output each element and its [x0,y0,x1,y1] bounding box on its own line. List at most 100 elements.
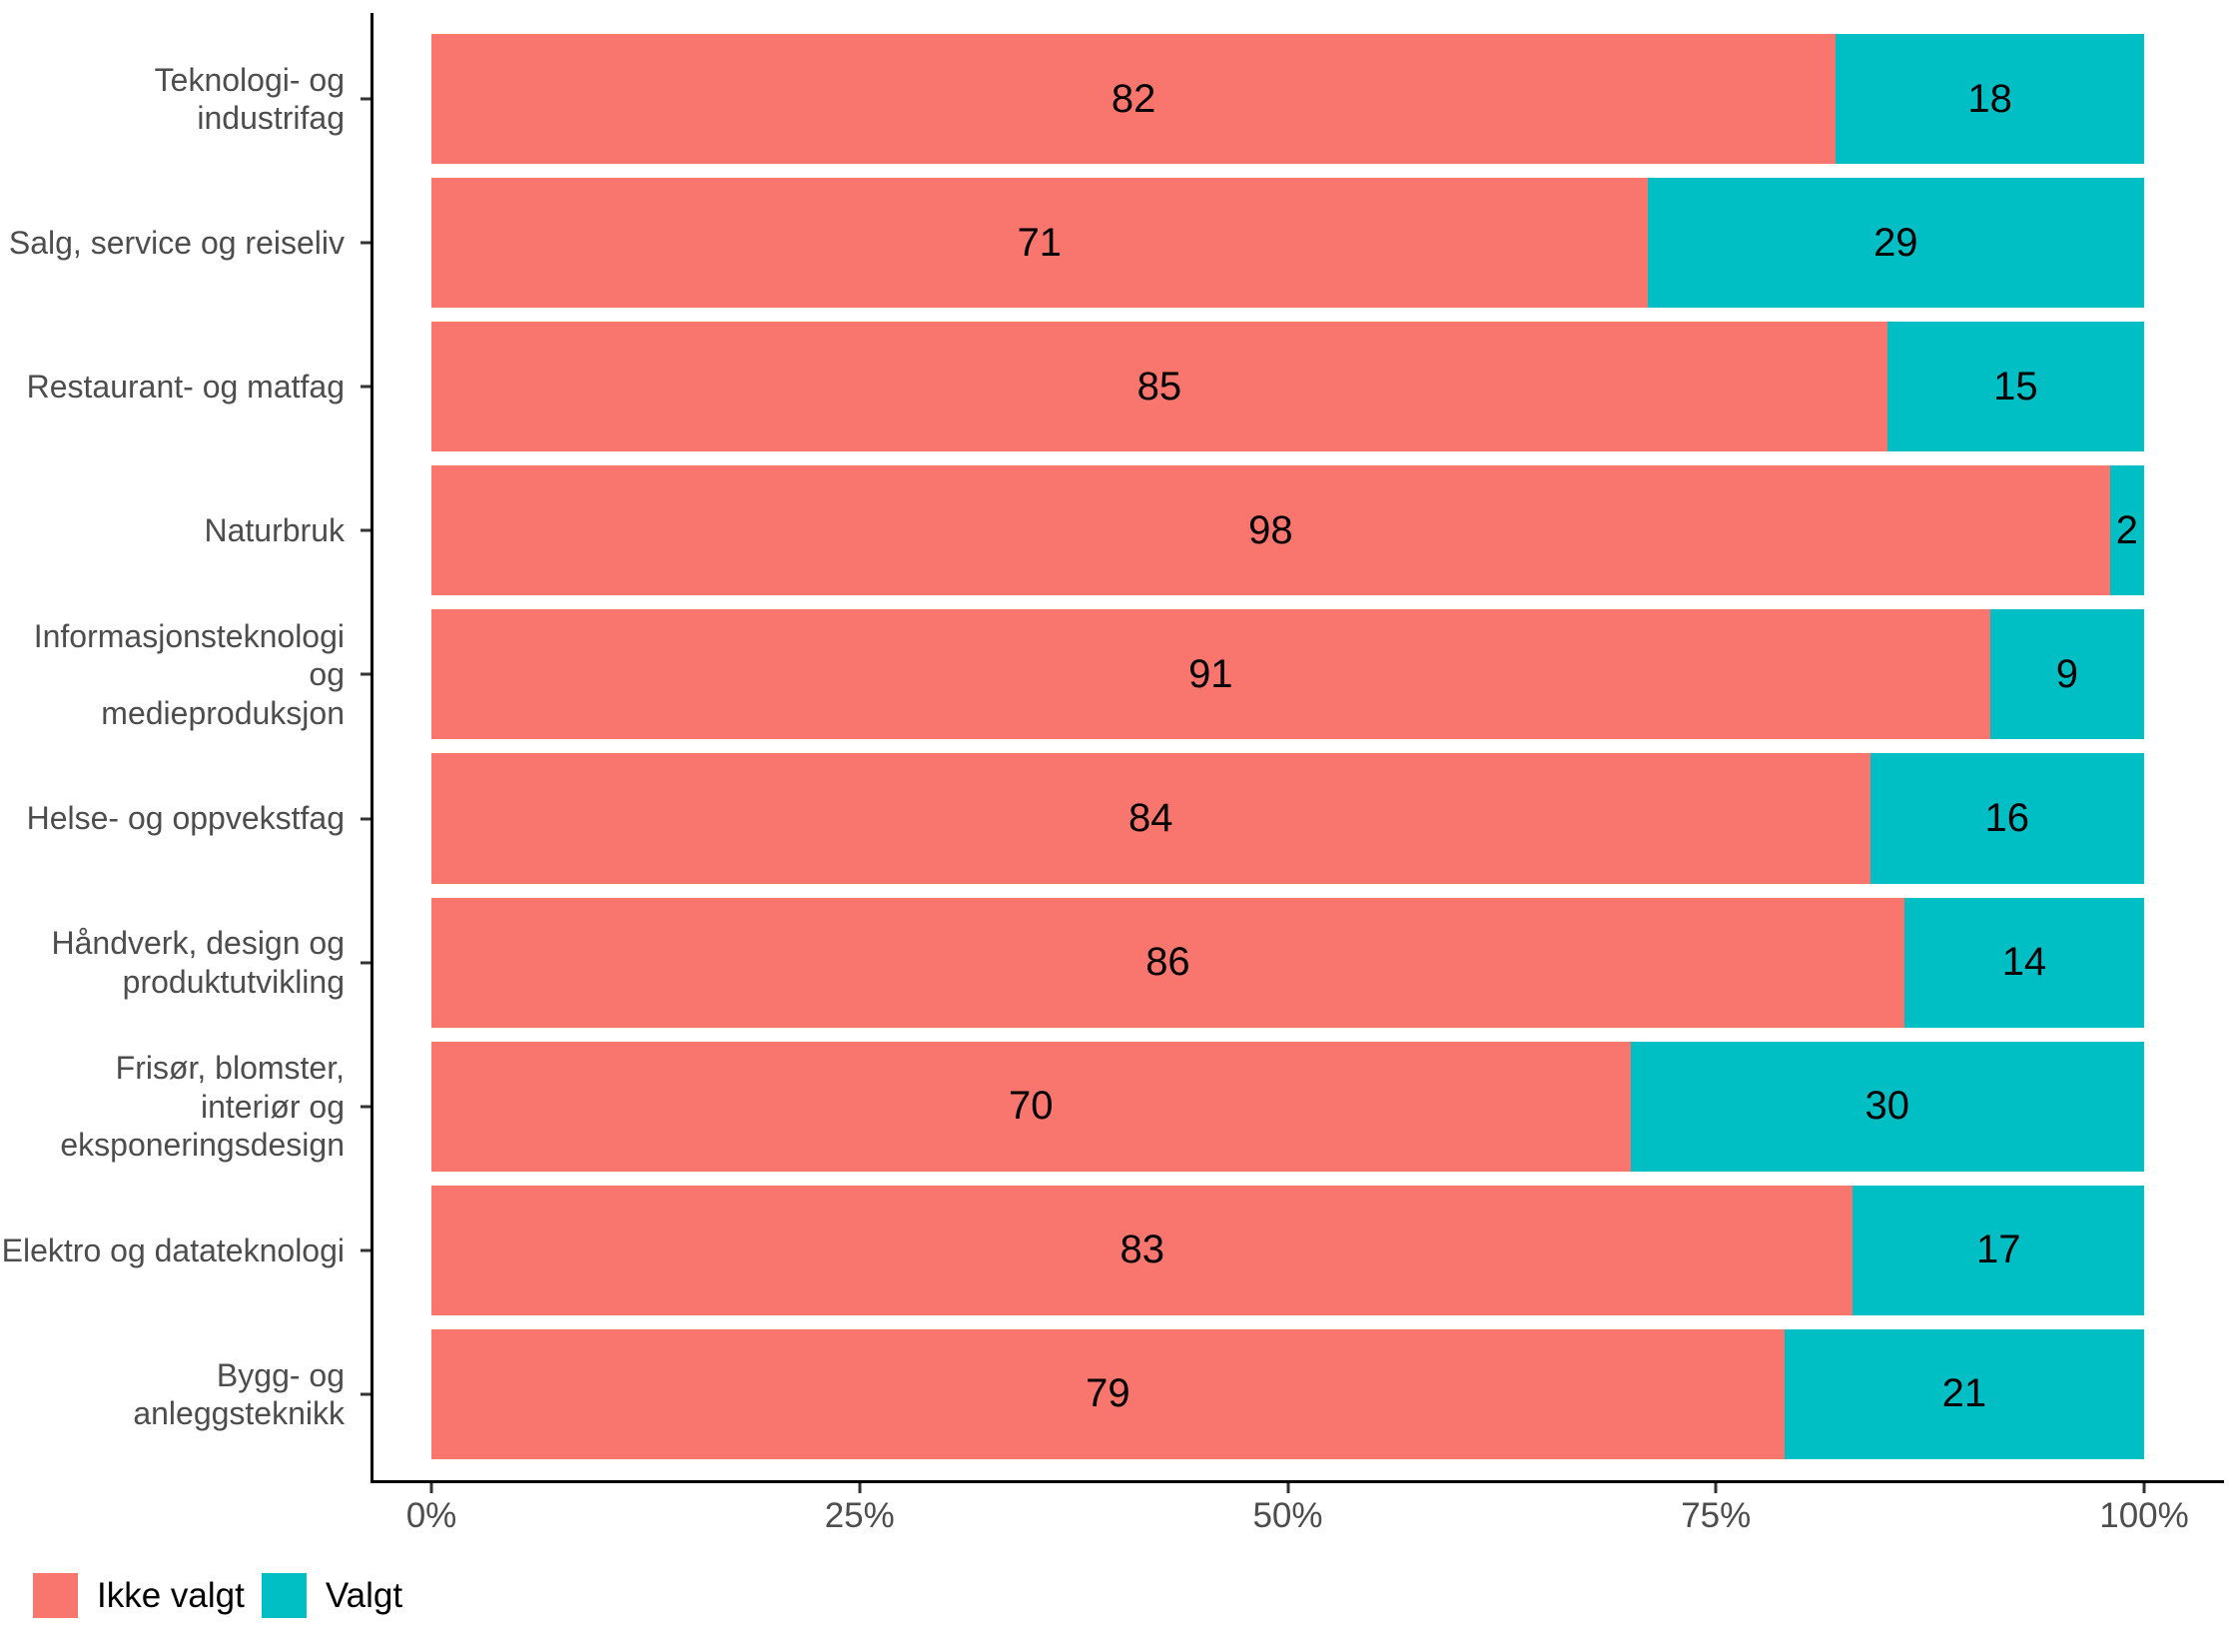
value-label: 2 [2115,507,2138,552]
stacked-bar: 84 16 [431,753,2144,884]
stacked-bar: 82 18 [431,34,2144,165]
segment-ikke-valgt: 84 [431,753,1870,884]
y-axis-label-row: Salg, service og reiseliv [0,171,371,315]
category-label: Helse- og oppvekstfag [26,800,345,837]
stacked-bar: 71 29 [431,178,2144,309]
x-tick-mark [1286,1483,1289,1493]
bar-row: 86 14 [431,891,2144,1035]
x-axis: 0% 25% 50% 75% 100% [406,1483,2189,1563]
value-label: 71 [1017,220,1063,265]
legend-label: Valgt [325,1575,403,1615]
bar-row: 91 9 [431,602,2144,746]
x-tick-mark [2142,1483,2146,1493]
value-label: 18 [1967,76,2012,121]
x-tick-label: 100% [2099,1496,2189,1535]
x-tick-mark [858,1483,862,1493]
value-label: 98 [1248,507,1293,552]
plot-area: 82 18 71 29 85 15 98 2 91 9 84 16 86 14 70 30 83 17 79 21 [431,13,2144,1480]
segment-valgt: 9 [1989,609,2144,740]
y-axis-label-row: Håndverk, design og produktutvikling [0,891,371,1035]
value-label: 84 [1128,796,1173,841]
stacked-bar: 83 17 [431,1185,2144,1315]
y-tick-mark [361,961,371,965]
stacked-bar: 98 2 [431,465,2144,596]
stacked-bar: 70 30 [431,1041,2144,1172]
category-label: Naturbruk [204,512,346,549]
segment-valgt: 16 [1869,753,2144,884]
stacked-bar: 85 15 [431,322,2144,452]
y-tick-mark [361,817,371,821]
value-label: 85 [1136,364,1182,409]
x-tick-label: 25% [824,1496,895,1535]
bar-row: 84 16 [431,746,2144,890]
category-label: Teknologi- og industrifag [154,61,345,137]
y-axis-label-row: Teknologi- og industrifag [0,27,371,171]
segment-valgt: 30 [1630,1041,2144,1172]
bar-row: 82 18 [431,27,2144,171]
value-label: 30 [1864,1084,1910,1129]
y-tick-mark [361,1105,371,1109]
legend-swatch-valgt [261,1573,307,1618]
value-label: 91 [1188,651,1233,696]
segment-ikke-valgt: 91 [431,609,1990,740]
segment-ikke-valgt: 98 [431,465,2110,596]
legend-item: Valgt [261,1573,403,1618]
bar-row: 83 17 [431,1179,2144,1322]
bar-row: 70 30 [431,1035,2144,1179]
value-label: 29 [1873,220,1918,265]
segment-ikke-valgt: 79 [431,1328,1785,1459]
x-tick-label: 75% [1681,1496,1752,1535]
y-tick-mark [361,1392,371,1396]
y-axis-line [371,13,373,1483]
value-label: 14 [2001,940,2047,985]
y-axis-label-row: Helse- og oppvekstfag [0,746,371,890]
y-tick-mark [361,385,371,389]
value-label: 21 [1941,1371,1987,1416]
stacked-bar: 91 9 [431,609,2144,740]
value-label: 79 [1086,1371,1130,1416]
segment-ikke-valgt: 83 [431,1185,1854,1315]
legend: Ikke valgt Valgt [33,1573,419,1618]
legend-label: Ikke valgt [97,1575,245,1615]
segment-ikke-valgt: 70 [431,1041,1631,1172]
segment-ikke-valgt: 85 [431,322,1887,452]
value-label: 9 [2055,651,2078,696]
value-label: 86 [1145,940,1190,985]
y-axis-label-row: Bygg- og anleggsteknikk [0,1322,371,1466]
category-label: Restaurant- og matfag [26,369,345,406]
segment-valgt: 14 [1903,897,2144,1028]
segment-ikke-valgt: 71 [431,178,1648,309]
category-label: Håndverk, design og produktutvikling [51,925,345,1000]
value-label: 17 [1975,1228,2021,1272]
segment-valgt: 2 [2109,465,2144,596]
y-tick-mark [361,528,371,532]
x-tick-mark [429,1483,433,1493]
x-tick-label: 0% [405,1496,457,1535]
y-axis-label-row: Frisør, blomster, interiør og eksponerin… [0,1035,371,1179]
category-label: Frisør, blomster, interiør og eksponerin… [60,1050,345,1163]
y-axis-label-row: Elektro og datateknologi [0,1179,371,1322]
value-label: 15 [1993,364,2038,409]
category-label: Bygg- og anleggsteknikk [133,1356,345,1431]
stacked-bar: 86 14 [431,897,2144,1028]
x-tick-mark [1714,1483,1718,1493]
y-tick-mark [361,241,371,245]
y-axis-label-row: Naturbruk [0,458,371,602]
x-tick-label: 50% [1252,1496,1323,1535]
segment-valgt: 18 [1836,34,2144,165]
y-axis-label-row: Restaurant- og matfag [0,315,371,458]
value-label: 16 [1984,796,2030,841]
legend-item: Ikke valgt [33,1573,245,1618]
segment-valgt: 21 [1784,1328,2144,1459]
bar-row: 79 21 [431,1322,2144,1466]
bar-row: 71 29 [431,171,2144,315]
segment-ikke-valgt: 86 [431,897,1904,1028]
category-label: Informasjonsteknologi og medieproduksjon [33,617,345,731]
segment-ikke-valgt: 82 [431,34,1837,165]
category-label: Salg, service og reiseliv [8,224,345,261]
y-axis-labels: Teknologi- og industrifag Salg, service o… [0,13,371,1480]
segment-valgt: 15 [1886,322,2144,452]
bar-row: 98 2 [431,458,2144,602]
value-label: 70 [1009,1084,1054,1129]
